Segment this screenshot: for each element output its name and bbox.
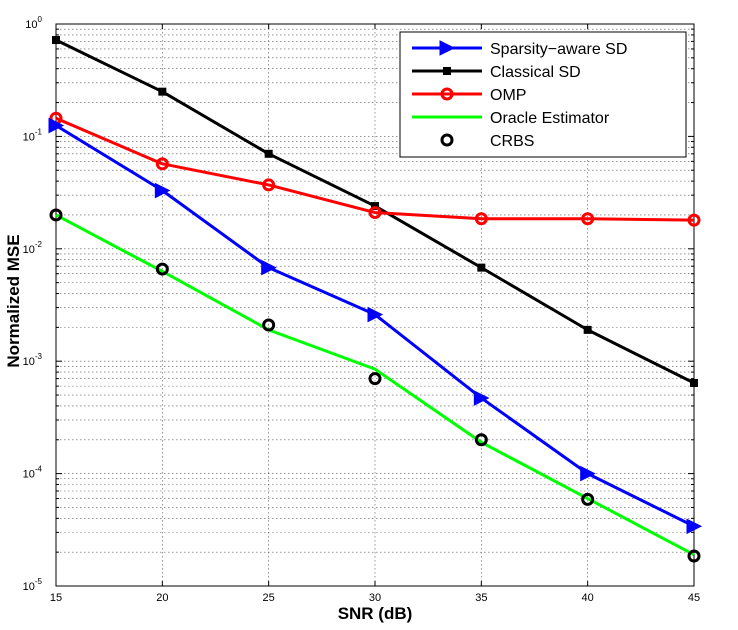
series-line [55, 213, 695, 556]
series-2 [49, 111, 701, 227]
data-point [687, 213, 701, 227]
data-point [686, 518, 703, 535]
grid [56, 24, 694, 586]
data-point [158, 87, 167, 96]
data-point [367, 306, 384, 323]
data-point [687, 549, 701, 563]
axes-frame [55, 23, 695, 587]
data-point [690, 378, 698, 387]
data-point [371, 202, 379, 211]
y-tick-label: 10-3 [23, 352, 43, 368]
series-0 [48, 117, 703, 535]
x-tick-label: 35 [475, 592, 487, 604]
y-tick-label: 100 [25, 15, 42, 31]
series-line [55, 116, 695, 222]
data-point [581, 492, 595, 506]
x-tick-label: 45 [688, 592, 700, 604]
data-point [261, 259, 277, 276]
y-tick-label: 10-1 [23, 127, 43, 143]
legend-marker [443, 67, 451, 75]
legend-entry: OMP [412, 87, 526, 104]
y-tick-label: 10-5 [23, 577, 43, 593]
legend-label: OMP [490, 87, 526, 104]
series-group [48, 36, 703, 563]
x-tick-label: 20 [156, 592, 168, 604]
legend-entry: CRBS [440, 133, 534, 150]
x-tick-label: 30 [369, 592, 381, 604]
y-tick-label: 10-2 [23, 240, 43, 256]
legend-marker [439, 40, 456, 56]
legend-label: CRBS [490, 133, 534, 150]
x-tick-label: 15 [50, 592, 62, 604]
data-point [264, 149, 273, 158]
legend-marker [440, 87, 454, 101]
legend: Sparsity−aware SD Classical SD OMP Oracle E… [399, 31, 687, 158]
x-axis-label: SNR (dB) [338, 604, 413, 623]
tick-labels: 15 20 25 30 35 40 45 100 10-1 10-2 10-3 10-4 10-5 [23, 15, 701, 604]
series-4 [49, 208, 701, 563]
data-point [155, 262, 169, 276]
data-point [49, 208, 63, 222]
data-point [48, 117, 65, 134]
series-1 [52, 36, 698, 387]
data-point [474, 212, 488, 226]
y-tick-label: 10-4 [23, 465, 43, 481]
legend-entry: Classical SD [412, 64, 581, 81]
data-point [477, 263, 486, 272]
legend-entry: Oracle Estimator [412, 110, 610, 127]
y-axis-label: Normalized MSE [4, 234, 23, 367]
series-line [55, 124, 695, 528]
legend-label: Classical SD [490, 64, 581, 81]
data-point [474, 433, 488, 447]
legend-marker [440, 133, 454, 147]
data-point [580, 465, 596, 482]
data-point [583, 325, 592, 334]
x-tick-label: 40 [582, 592, 594, 604]
data-point [368, 206, 382, 220]
series-3 [55, 213, 695, 556]
data-point [52, 36, 60, 45]
x-tick-label: 25 [263, 592, 275, 604]
data-point [262, 318, 276, 332]
data-point [473, 390, 490, 406]
legend-label: Oracle Estimator [490, 110, 610, 127]
data-point [368, 372, 382, 386]
data-point [154, 182, 171, 199]
data-point [262, 178, 276, 192]
data-point [155, 157, 169, 171]
legend-label: Sparsity−aware SD [490, 41, 627, 58]
data-point [581, 212, 595, 226]
legend-entry: Sparsity−aware SD [412, 40, 627, 58]
